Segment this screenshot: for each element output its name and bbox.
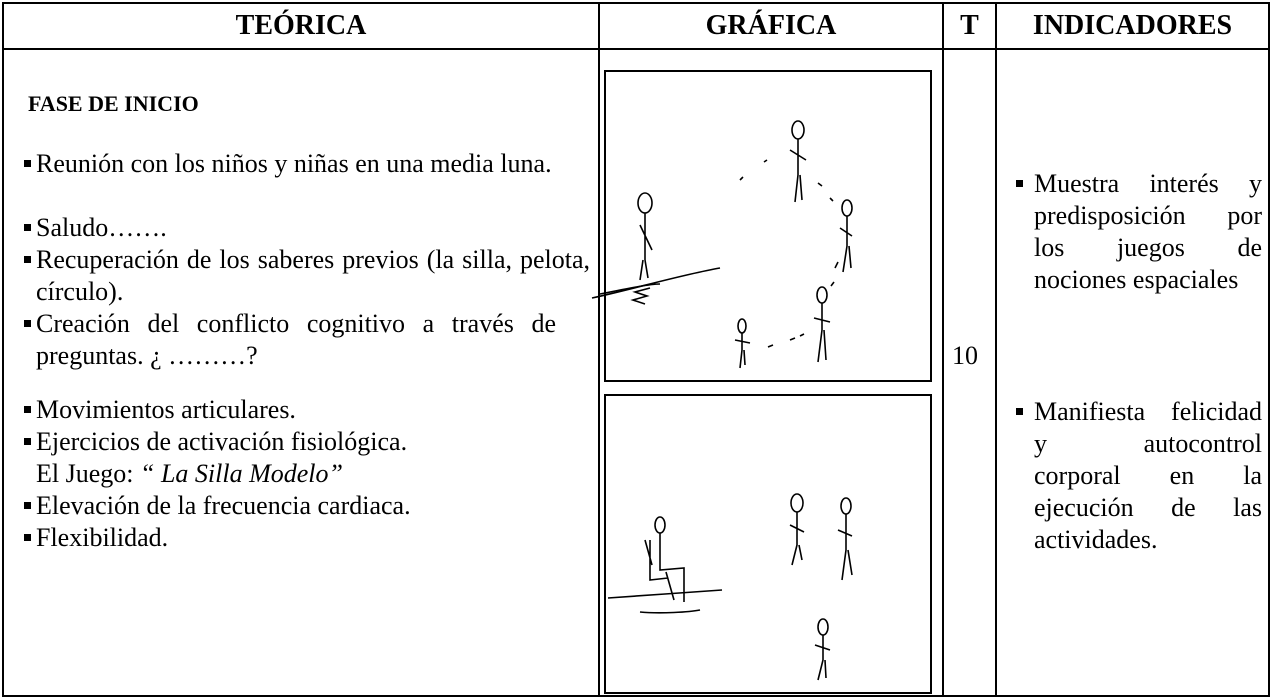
header-cell: INDICADORES (1032, 10, 1233, 41)
indicator: Muestra interés y predisposición por los… (1016, 169, 1262, 294)
list-item: Saludo……. (24, 212, 590, 244)
list-item: Creación del conflicto cognitivo a travé… (24, 309, 556, 370)
header-cell: GRÁFICA (705, 10, 837, 41)
list-item: Elevación de la frecuencia cardiaca. (24, 490, 590, 522)
indicator: Manifiesta felicidad y autocontrol corpo… (1016, 397, 1262, 554)
drawing-frame (604, 394, 932, 694)
header-cell: T (960, 10, 979, 41)
drawing-frame (604, 70, 932, 382)
column-rule (995, 4, 997, 695)
game-line: El Juego: “ La Silla Modelo” (36, 458, 343, 490)
header-cell: TEÓRICA (235, 10, 367, 41)
sketch-1 (591, 120, 853, 369)
header-rule (4, 48, 1268, 50)
game-label: El Juego: (36, 459, 134, 488)
list-item: Movimientos articulares. (24, 394, 590, 426)
list-item: Flexibilidad. (24, 522, 590, 554)
list-item: Ejercicios de activación fisiológica. (24, 426, 590, 458)
list-item: Recuperación de los saberes previos (la … (24, 245, 590, 306)
time-value: 10 (952, 341, 978, 370)
sketch-2 (607, 493, 853, 681)
list-item: Reunión con los niños y niñas en una med… (24, 148, 556, 180)
game-name: “ La Silla Modelo” (140, 459, 343, 488)
column-rule (942, 4, 944, 695)
section-heading: FASE DE INICIO (28, 91, 199, 116)
column-rule (598, 4, 600, 695)
